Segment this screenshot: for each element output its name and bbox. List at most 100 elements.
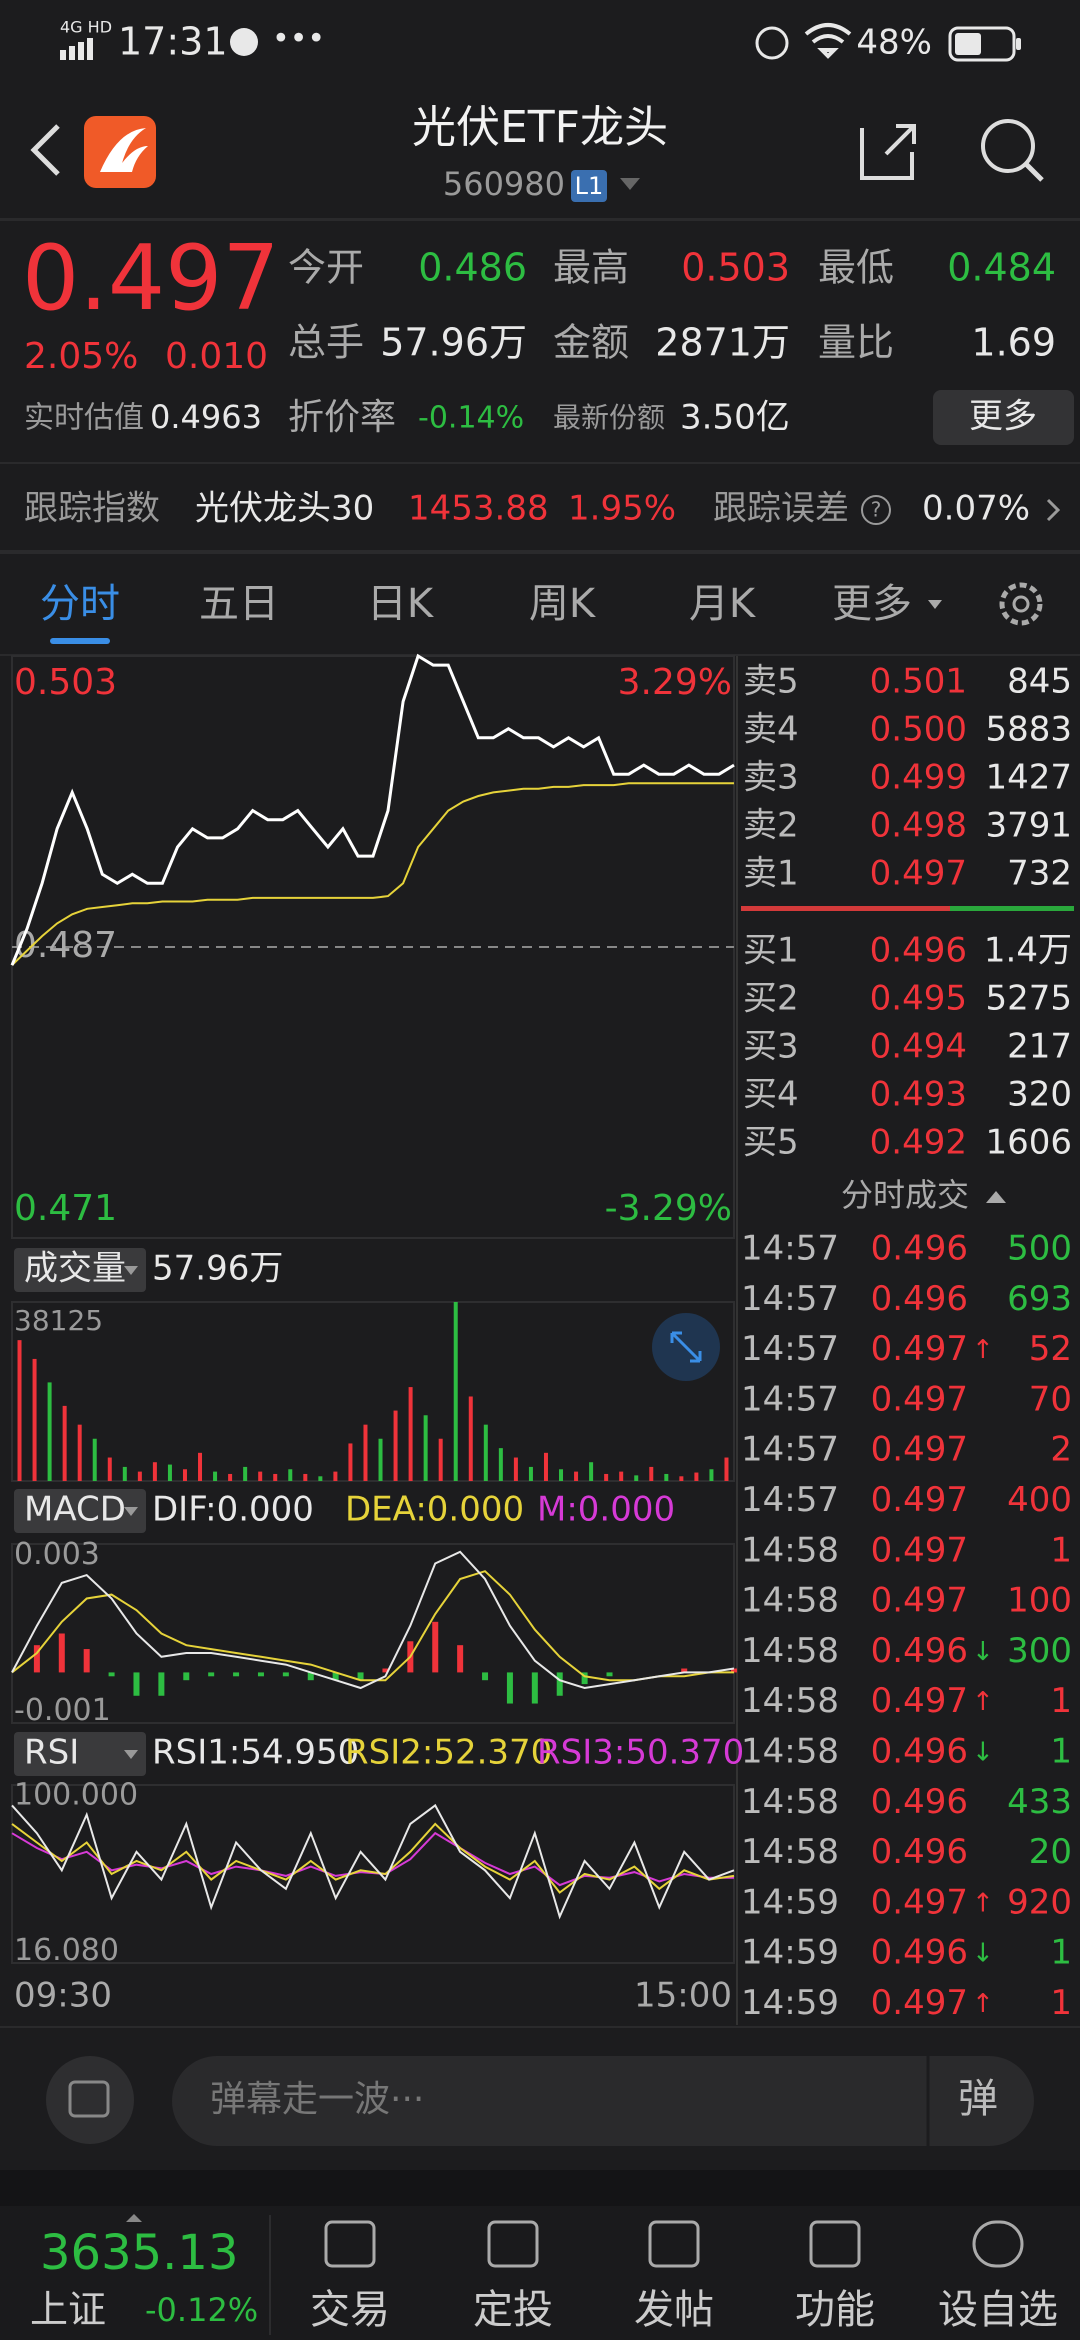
expand-icon [670, 1331, 702, 1363]
trade-volume: 300 [1007, 1631, 1072, 1671]
volume-bar [228, 1473, 233, 1481]
macd-bar [506, 1672, 513, 1704]
comment-send[interactable]: 弹 [958, 2076, 998, 2122]
stat-value: 0.503 [681, 246, 790, 290]
trades-header[interactable]: 分时成交 [841, 1176, 969, 1214]
nav-item[interactable]: 发帖 [634, 2287, 714, 2333]
trade-volume: 70 [1029, 1379, 1072, 1419]
trade-volume: 400 [1007, 1480, 1072, 1520]
book-price: 0.498 [870, 806, 967, 846]
volume-bar [694, 1472, 699, 1481]
volume-bar [453, 1302, 458, 1481]
chart-frame [11, 1784, 735, 1964]
bottom-nav [0, 2206, 1080, 2340]
y-tick-label: -0.001 [14, 1693, 111, 1728]
comment-placeholder[interactable]: 弹幕走一波··· [210, 2079, 424, 2120]
level-dropdown[interactable] [620, 178, 640, 190]
comment-icon [68, 2080, 110, 2118]
trade-time: 14:58 [741, 1631, 839, 1671]
book-volume: 320 [1007, 1075, 1072, 1115]
trade-time: 14:57 [741, 1480, 839, 1520]
trade-direction: ↓ [972, 1939, 994, 1969]
volume-bar [77, 1424, 82, 1481]
tab[interactable]: 周K [529, 581, 597, 627]
rsi3: RSI3:50.370 [537, 1733, 744, 1773]
volume-bar [152, 1462, 157, 1481]
share-button[interactable] [860, 124, 916, 180]
volume-bar [649, 1466, 654, 1481]
trade-price: 0.496 [871, 1631, 968, 1671]
macd-bar [432, 1621, 439, 1673]
trade-price: 0.497 [871, 1681, 968, 1721]
nav-item[interactable]: 功能 [795, 2287, 875, 2333]
trade-volume: 1 [1050, 1681, 1072, 1721]
trade-volume: 920 [1007, 1882, 1072, 1922]
nav-item[interactable]: 定投 [473, 2287, 553, 2333]
comment-input[interactable] [172, 2056, 1034, 2146]
volume-bar [619, 1471, 624, 1481]
book-volume: 732 [1007, 854, 1072, 894]
macd-bar [58, 1633, 65, 1673]
tab[interactable]: 分时 [40, 581, 120, 627]
macd-bar [531, 1672, 538, 1704]
trade-volume: 1 [1050, 1933, 1072, 1973]
trade-price: 0.496 [871, 1732, 968, 1772]
chart-frame [11, 1543, 735, 1724]
volume-bar [483, 1424, 488, 1481]
book-volume: 1.4万 [984, 931, 1072, 971]
divider [0, 218, 1080, 221]
macd-bar [257, 1672, 264, 1677]
index-name[interactable]: 上证 [30, 2288, 106, 2332]
nav-gap [0, 2170, 1080, 2206]
macd-m: M:0.000 [537, 1490, 675, 1530]
indicator-selector[interactable] [14, 1732, 146, 1776]
indicator-selector[interactable] [14, 1248, 146, 1292]
logo-mark [100, 128, 148, 172]
macd-bar [581, 1672, 588, 1685]
trade-volume: 433 [1007, 1782, 1072, 1822]
book-price: 0.494 [870, 1027, 967, 1067]
trade-price: 0.496 [871, 1782, 968, 1822]
volume-bar [62, 1405, 67, 1481]
help-icon[interactable] [861, 495, 891, 525]
nav-icon [324, 2220, 376, 2268]
stat-value: 1.69 [971, 321, 1056, 365]
macd-dif: DIF:0.000 [152, 1490, 314, 1530]
stat-label: 金额 [553, 321, 629, 365]
tab[interactable]: 月K [689, 581, 757, 627]
trade-direction: ↑ [972, 1687, 994, 1717]
nav-item[interactable]: 设自选 [938, 2287, 1058, 2333]
indicator-selector[interactable] [14, 1489, 146, 1533]
more-button-label[interactable]: 更多 [969, 397, 1037, 437]
index-value[interactable]: 3635.13 [40, 2225, 239, 2281]
signal-bar [78, 42, 84, 60]
percent-label: -3.29% [605, 1188, 732, 1229]
volume-bar [288, 1469, 293, 1481]
settings-button[interactable] [999, 582, 1043, 626]
indicator-name: 成交量 [24, 1249, 126, 1289]
indicator-dropdown [124, 1266, 138, 1275]
book-level: 买5 [743, 1123, 799, 1163]
tab[interactable]: 日K [367, 581, 435, 627]
volume-bar [559, 1469, 564, 1481]
more-button[interactable] [933, 390, 1074, 445]
macd-bar [382, 1668, 389, 1673]
comment-settings[interactable] [46, 2056, 134, 2144]
stat-label: 量比 [818, 321, 894, 365]
index-change[interactable]: -0.12% [145, 2291, 258, 2329]
book-level: 买1 [743, 931, 799, 971]
change-amount: 0.010 [165, 336, 268, 377]
book-volume: 3791 [985, 806, 1072, 846]
search-button[interactable] [981, 119, 1035, 173]
nav-item[interactable]: 交易 [310, 2287, 390, 2333]
series-line [11, 1822, 735, 1894]
stat-label: 今开 [288, 246, 364, 290]
trade-time: 14:57 [741, 1379, 839, 1419]
stat-label: 总手 [288, 321, 364, 365]
tab[interactable]: 更多 [832, 581, 912, 627]
back-button[interactable] [30, 124, 60, 176]
trade-volume: 1 [1050, 1983, 1072, 2023]
wifi-icon [804, 23, 852, 59]
volume-bar [273, 1473, 278, 1481]
tab[interactable]: 五日 [199, 581, 279, 627]
